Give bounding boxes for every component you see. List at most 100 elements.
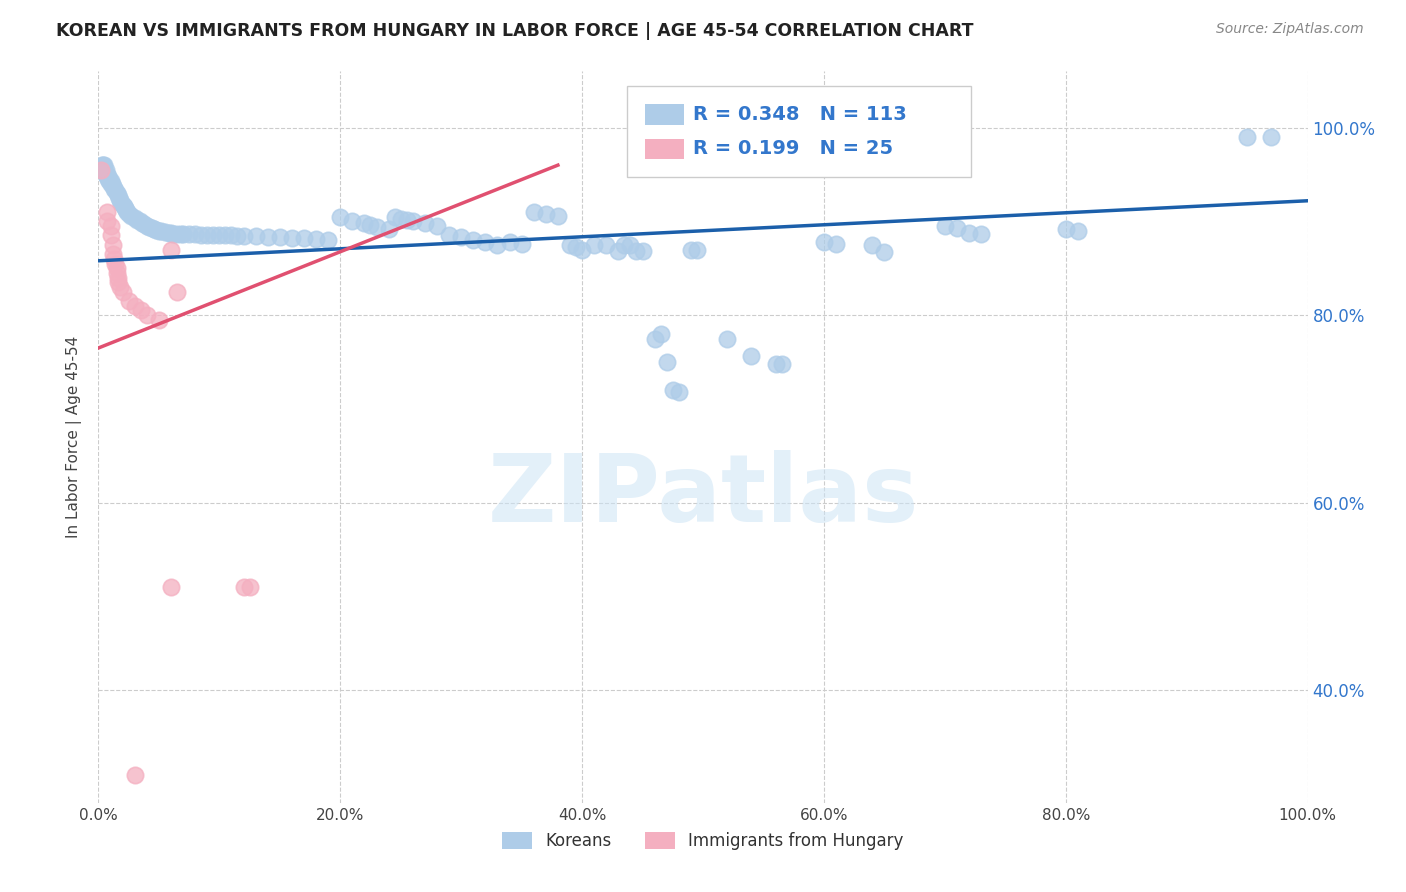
Point [115,203,138,218]
Point [281,231,304,245]
Point [166,285,188,299]
Point [105,261,128,276]
Point [239,580,262,594]
Point [145,223,167,237]
Point [111,285,134,299]
Point [96,169,118,184]
Point [957,226,980,240]
Point [148,313,170,327]
Point [256,230,278,244]
FancyBboxPatch shape [645,138,683,159]
Point [135,219,157,233]
Point [107,270,129,285]
Point [463,233,485,247]
FancyBboxPatch shape [627,86,972,178]
Point [179,227,201,241]
Point [124,211,146,225]
Point [94,168,117,182]
Point [595,237,617,252]
Point [101,237,124,252]
Point [613,237,636,252]
Legend: Koreans, Immigrants from Hungary: Koreans, Immigrants from Hungary [495,825,911,856]
Text: R = 0.348   N = 113: R = 0.348 N = 113 [693,105,907,124]
Point [100,174,122,188]
Point [226,229,249,244]
Point [148,224,170,238]
Point [118,294,141,309]
Point [668,385,690,400]
Point [450,230,472,244]
Point [90,162,112,177]
Point [305,232,328,246]
Point [740,350,762,364]
Point [160,226,183,240]
Point [474,235,496,249]
Point [94,162,117,177]
Point [510,236,533,251]
Point [1236,130,1258,145]
Point [101,178,124,193]
Point [232,229,254,244]
Point [141,221,163,235]
Point [104,184,127,198]
Point [437,228,460,243]
Point [135,308,157,322]
Point [128,214,150,228]
Point [934,219,956,233]
Point [860,237,883,252]
Point [100,177,122,191]
Point [169,227,191,241]
Point [395,213,418,227]
Point [97,169,120,184]
Point [127,212,149,227]
Point [655,355,678,369]
Point [129,303,152,318]
Point [104,257,127,271]
Point [946,221,969,235]
Point [873,245,896,260]
Point [269,230,291,244]
Point [101,247,124,261]
Y-axis label: In Labor Force | Age 45-54: In Labor Force | Age 45-54 [66,336,83,538]
Point [523,205,546,219]
Point [124,299,146,313]
Point [131,216,153,230]
Point [105,266,128,280]
Point [1054,222,1077,236]
Point [172,227,194,241]
Point [970,227,993,241]
Text: ZIPatlas: ZIPatlas [488,450,918,541]
Point [534,207,557,221]
Point [98,174,121,188]
Point [292,231,315,245]
Point [389,211,412,226]
Point [360,218,382,232]
Point [96,168,118,182]
Text: KOREAN VS IMMIGRANTS FROM HUNGARY IN LABOR FORCE | AGE 45-54 CORRELATION CHART: KOREAN VS IMMIGRANTS FROM HUNGARY IN LAB… [56,22,974,40]
Point [120,209,142,223]
Point [153,225,176,239]
Point [114,201,136,215]
Point [111,197,134,211]
Point [157,226,180,240]
Point [547,209,569,223]
Point [118,207,141,221]
Point [486,237,509,252]
FancyBboxPatch shape [645,104,683,125]
Point [619,237,641,252]
Point [117,205,139,219]
Point [825,236,848,251]
Point [150,224,173,238]
Point [813,235,835,249]
Point [377,222,399,236]
Point [190,227,212,242]
Point [91,158,114,172]
Point [110,195,132,210]
Point [97,172,120,186]
Point [143,222,166,236]
Point [342,214,364,228]
Point [160,580,183,594]
Point [105,186,128,201]
Point [100,219,122,233]
Point [1260,130,1282,145]
